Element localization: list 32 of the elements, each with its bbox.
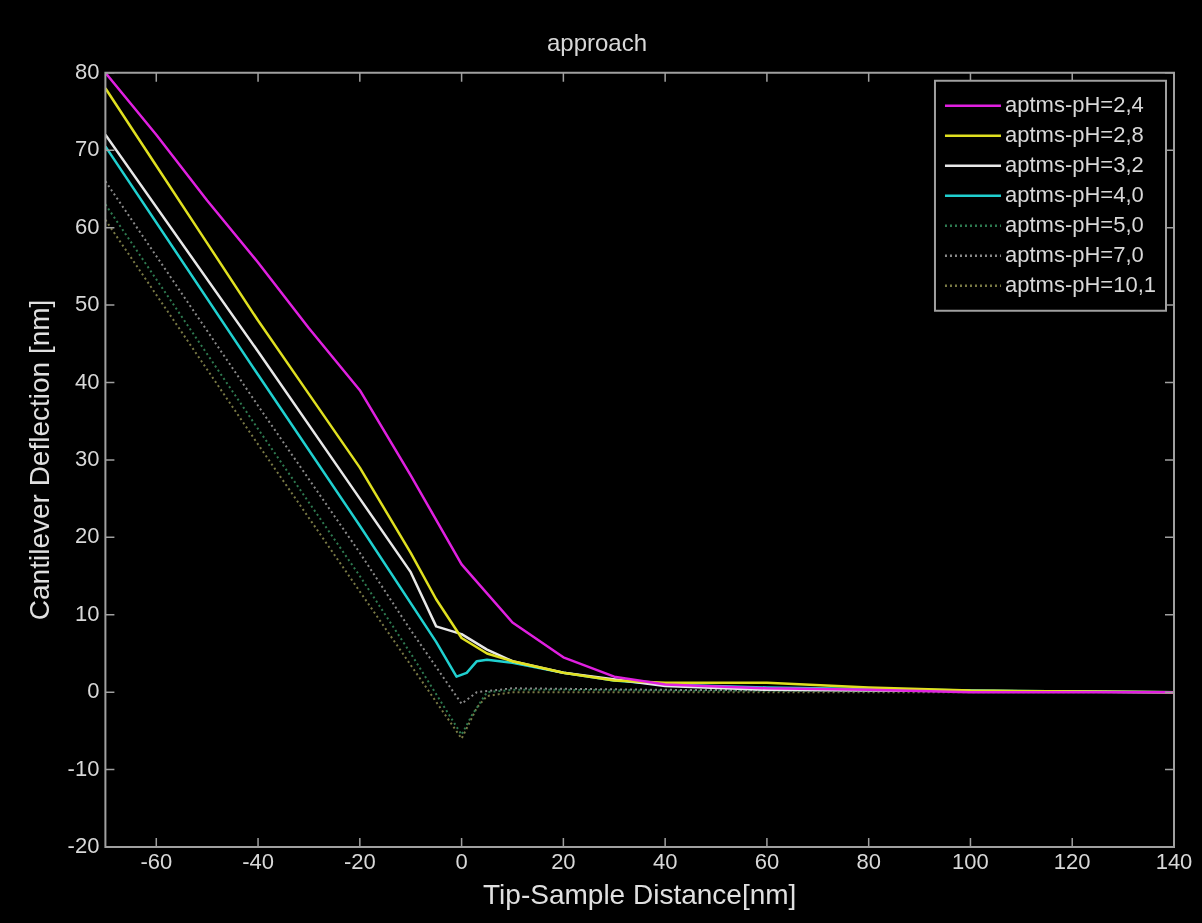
x-tick-label: 60 xyxy=(754,849,780,875)
legend-label: aptms-pH=5,0 xyxy=(1004,211,1144,237)
legend-label: aptms-pH=10,1 xyxy=(1004,271,1157,297)
x-tick-label: 120 xyxy=(1053,849,1091,875)
legend-label: aptms-pH=2,4 xyxy=(1004,91,1144,117)
x-tick-label: -40 xyxy=(242,849,274,875)
y-tick-label: 50 xyxy=(74,291,100,317)
y-tick-label: -10 xyxy=(67,755,100,781)
x-tick-label: -60 xyxy=(140,849,173,875)
x-tick-label: 100 xyxy=(952,849,989,875)
y-axis-title: Cantilever Deflection [nm] xyxy=(23,299,55,621)
x-tick-label: 140 xyxy=(1155,849,1193,875)
y-tick-label: 70 xyxy=(74,136,100,162)
legend-label: aptms-pH=7,0 xyxy=(1004,241,1144,267)
x-axis-title: Tip-Sample Distance[nm] xyxy=(483,878,797,910)
x-tick-label: 80 xyxy=(856,849,881,875)
legend-label: aptms-pH=2,8 xyxy=(1004,121,1144,147)
y-tick-label: 0 xyxy=(87,678,100,704)
x-tick-label: 40 xyxy=(652,849,678,875)
y-tick-label: 10 xyxy=(74,600,100,626)
x-tick-label: 0 xyxy=(455,849,468,875)
legend-label: aptms-pH=4,0 xyxy=(1004,181,1144,207)
y-tick-label: -20 xyxy=(67,833,100,859)
y-tick-label: 30 xyxy=(74,445,100,471)
x-tick-label: 20 xyxy=(551,849,576,875)
y-tick-label: 80 xyxy=(74,58,100,84)
y-tick-label: 60 xyxy=(74,213,100,239)
legend-label: aptms-pH=3,2 xyxy=(1004,151,1144,177)
x-tick-label: -20 xyxy=(343,849,376,875)
chart-title: approach xyxy=(546,29,648,57)
y-tick-label: 40 xyxy=(74,368,100,394)
y-tick-label: 20 xyxy=(74,523,100,549)
